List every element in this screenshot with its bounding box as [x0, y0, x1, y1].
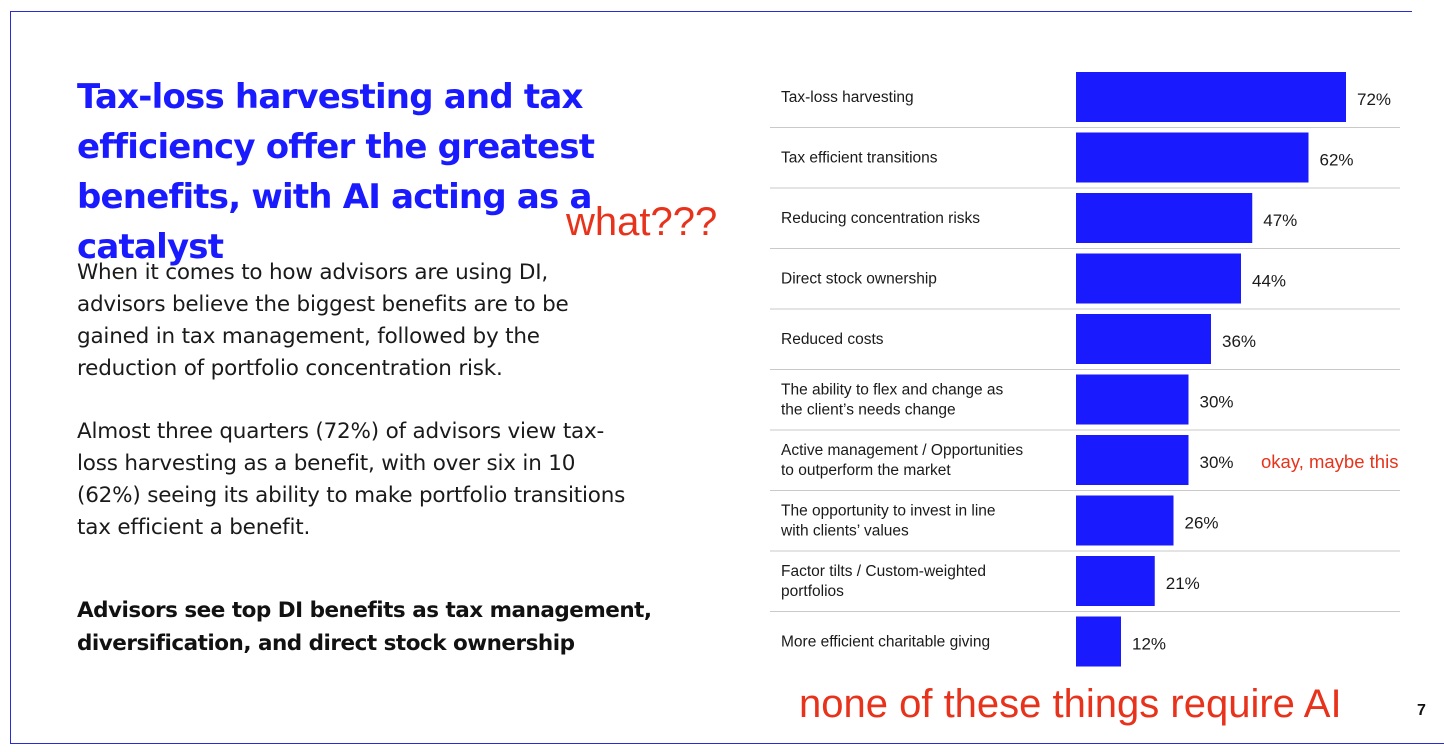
frame-top-line — [10, 11, 1412, 12]
category-label-2: Reducing concentration risks — [781, 210, 980, 227]
bar-2 — [1076, 193, 1253, 243]
category-label-3: Direct stock ownership — [781, 271, 937, 288]
category-label-9: More efficient charitable giving — [781, 634, 990, 651]
bar-0 — [1076, 72, 1346, 122]
value-label-5: 30% — [1200, 393, 1234, 412]
value-label-0: 72% — [1357, 90, 1391, 109]
value-label-9: 12% — [1132, 635, 1166, 654]
subheading: Advisors see top DI benefits as tax mana… — [77, 598, 652, 656]
value-label-2: 47% — [1263, 211, 1297, 230]
bar-3 — [1076, 253, 1241, 304]
annotation-maybe: okay, maybe this — [1261, 451, 1399, 472]
category-label-0: Tax-loss harvesting — [781, 89, 914, 106]
category-label-1: Tax efficient transitions — [781, 150, 938, 167]
body-paragraph-1: When it comes to how advisors are using … — [77, 260, 569, 381]
bar-8 — [1076, 556, 1155, 606]
slide-headline: Tax-loss harvesting and tax efficiency o… — [77, 77, 595, 267]
bar-7 — [1076, 495, 1174, 546]
bar-4 — [1076, 314, 1211, 364]
value-label-3: 44% — [1252, 272, 1286, 291]
bar-9 — [1076, 616, 1121, 667]
frame-left-line — [10, 11, 11, 744]
category-label-6: Active management / Opportunities to outp… — [781, 442, 1023, 479]
value-label-8: 21% — [1166, 574, 1200, 593]
benefits-bar-chart: Tax-loss harvesting 72% Tax efficient tran… — [770, 72, 1400, 667]
bar-1 — [1076, 132, 1309, 183]
bar-6 — [1076, 435, 1189, 485]
category-label-4: Reduced costs — [781, 331, 884, 348]
bar-5 — [1076, 374, 1189, 425]
frame-bottom-line — [10, 743, 1444, 744]
annotation-what: what??? — [566, 200, 718, 244]
value-label-7: 26% — [1185, 514, 1219, 533]
body-paragraph-2: Almost three quarters (72%) of advisors … — [77, 419, 626, 540]
value-label-4: 36% — [1222, 332, 1256, 351]
category-label-5: The ability to flex and change as the cli… — [781, 382, 1004, 419]
value-label-6: 30% — [1200, 453, 1234, 472]
annotation-none: none of these things require AI — [799, 682, 1342, 726]
page-number: 7 — [1417, 702, 1426, 719]
category-label-8: Factor tilts / Custom-weighted portfolios — [781, 563, 986, 600]
category-label-7: The opportunity to invest in line with cl… — [780, 503, 996, 540]
value-label-1: 62% — [1320, 151, 1354, 170]
